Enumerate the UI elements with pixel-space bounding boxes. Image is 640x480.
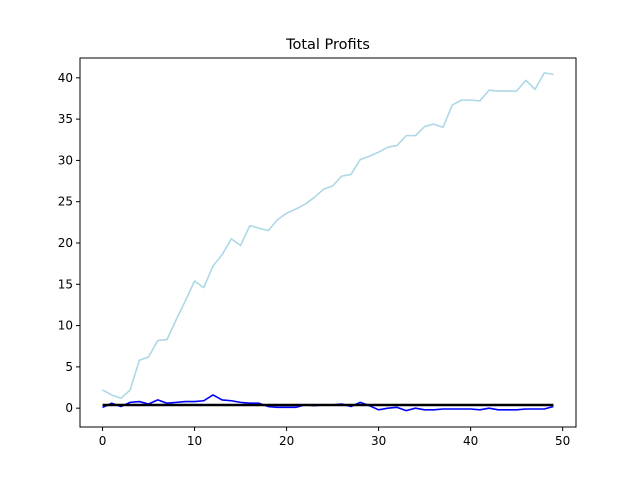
y-tick-label: 15 — [58, 277, 73, 291]
y-tick-label: 10 — [58, 319, 73, 333]
y-tick-label: 25 — [58, 195, 73, 209]
chart-title: Total Profits — [285, 37, 370, 53]
y-tick-label: 35 — [58, 112, 73, 126]
y-tick-label: 30 — [58, 153, 73, 167]
x-tick-label: 0 — [99, 434, 107, 448]
series-line-1 — [102, 72, 554, 400]
y-tick-label: 20 — [58, 236, 73, 250]
x-tick-label: 30 — [371, 434, 386, 448]
x-tick-label: 10 — [187, 434, 202, 448]
x-axis: 0 10 20 30 40 50 — [99, 427, 570, 448]
y-axis: 0 5 10 15 20 25 30 35 40 — [58, 71, 80, 415]
x-tick-label: 40 — [463, 434, 478, 448]
x-tick-label: 20 — [279, 434, 294, 448]
y-tick-label: 40 — [58, 71, 73, 85]
y-tick-label: 0 — [65, 401, 73, 415]
x-tick-label: 50 — [555, 434, 570, 448]
y-tick-label: 5 — [65, 360, 73, 374]
series-layer — [102, 72, 554, 412]
